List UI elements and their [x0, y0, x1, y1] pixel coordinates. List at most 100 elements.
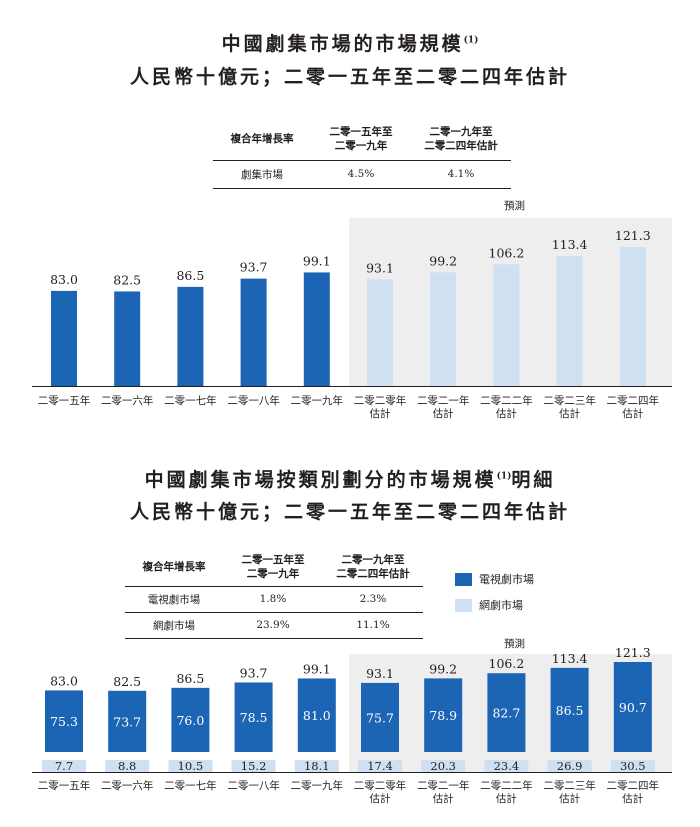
x-tick-label: 二零一八年: [227, 394, 280, 407]
data-label: 82.5: [113, 272, 141, 287]
chart1-cagr-table: 複合年增長率 二零一五年至 二零一九年 二零一九年至 二零二四年估計 劇集市場 …: [213, 118, 511, 189]
cagr-header-label: 複合年增長率: [230, 132, 294, 145]
legend-item-web: 網劇市場: [455, 597, 523, 613]
chart2-subtitle: 人民幣十億元；二零一五年至二零二四年估計: [129, 501, 570, 523]
data-label-tv: 78.9: [429, 708, 457, 723]
data-label-web: 26.9: [557, 759, 583, 773]
bar-web: [484, 760, 529, 772]
cagr-row-label: 網劇市場: [125, 611, 223, 639]
chart1-bar-chart: 預測 83.0 82.5 86.5 93.7 99.1 93.1 99.2 106.2 113.4…: [32, 199, 672, 420]
bar-web: [105, 760, 150, 772]
bar-tv: [487, 673, 526, 752]
bar: [177, 286, 204, 386]
chart2-stacked-bar-chart: 預測 7.7 75.3 83.0 8.8 73.7 82.5 10.5 76.0 86.5 15.2…: [32, 637, 672, 805]
bar: [114, 291, 141, 386]
data-label-web: 23.4: [494, 759, 520, 773]
data-label: 86.5: [176, 268, 204, 283]
bar-tv: [613, 662, 652, 752]
bar-tv: [108, 690, 147, 752]
data-label-tv: 75.3: [50, 714, 78, 729]
data-label-web: 17.4: [367, 759, 393, 773]
bar-web: [168, 760, 213, 772]
bar: [303, 272, 330, 386]
data-label-total: 82.5: [113, 674, 141, 689]
x-tick-label: 二零一六年: [101, 394, 154, 407]
x-tick-label: 二零一七年: [164, 779, 217, 792]
data-label-web: 7.7: [55, 759, 73, 773]
cagr-row-value-1: 23.9%: [223, 611, 323, 639]
x-tick-label: 二零二零年估計: [354, 394, 407, 420]
data-label: 83.0: [50, 272, 78, 287]
bar: [493, 264, 520, 386]
data-label: 99.2: [429, 253, 457, 268]
legend-label-web: 網劇市場: [479, 599, 523, 612]
legend-swatch-web: [455, 598, 472, 612]
x-tick-label: 二零一五年: [38, 394, 91, 407]
x-tick-label: 二零二三年估計: [543, 779, 596, 805]
data-label-web: 8.8: [118, 759, 136, 773]
x-tick-label: 二零二二年估計: [480, 394, 533, 420]
bar-web: [358, 760, 402, 772]
data-label-web: 15.2: [241, 759, 267, 773]
bar-tv: [424, 678, 463, 752]
cagr-header-label: 複合年增長率: [142, 560, 206, 573]
x-tick-label: 二零一九年: [291, 779, 344, 792]
bar-tv: [361, 682, 399, 752]
x-tick-label: 二零二一年估計: [417, 779, 470, 805]
bar: [51, 290, 77, 386]
data-label-tv: 90.7: [619, 700, 647, 715]
data-label-web: 20.3: [430, 759, 456, 773]
bar-tv: [234, 682, 273, 752]
bar-web: [294, 760, 339, 772]
data-label-total: 99.2: [429, 661, 457, 676]
cagr-row-label: 劇集市場: [213, 159, 311, 189]
x-tick-label: 二零一六年: [101, 779, 154, 792]
data-label-web: 30.5: [620, 759, 646, 773]
data-label-total: 99.1: [303, 661, 331, 676]
data-label-tv: 78.5: [240, 710, 268, 725]
cagr-row-value-2: 2.3%: [323, 585, 423, 612]
cagr-header-period-1: 二零一五年至 二零一九年: [329, 125, 393, 152]
cagr-row-value-1: 1.8%: [223, 585, 323, 612]
cagr-row-label: 電視劇市場: [125, 585, 223, 612]
data-label-tv: 73.7: [113, 714, 141, 729]
x-tick-label: 二零二四年估計: [607, 779, 660, 805]
chart1-subtitle: 人民幣十億元；二零一五年至二零二四年估計: [129, 66, 570, 88]
cagr-row-value-2: 11.1%: [323, 611, 423, 639]
data-label-total: 86.5: [176, 671, 204, 686]
x-tick-label: 二零二零年估計: [354, 779, 407, 805]
bar-web: [610, 760, 655, 772]
data-label-web: 10.5: [178, 759, 204, 773]
legend-swatch-tv: [455, 572, 472, 586]
x-tick-label: 二零一七年: [164, 394, 217, 407]
legend-item-tv: 電視劇市場: [455, 571, 534, 587]
data-label: 113.4: [552, 237, 588, 252]
bar: [430, 272, 457, 386]
bar: [367, 279, 393, 386]
bar-web: [42, 760, 86, 772]
data-label-total: 93.7: [240, 665, 268, 680]
bar-web: [547, 760, 592, 772]
chart2-cagr-table: 複合年增長率 二零一五年至 二零一九年 二零一九年至 二零二四年估計 電視劇市場…: [125, 548, 423, 639]
bar-tv: [550, 667, 589, 752]
cagr-row-value-1: 4.5%: [311, 159, 411, 189]
chart2-title: 中國劇集市場按類別劃分的市場規模(1)明細: [144, 469, 556, 491]
data-label-total: 113.4: [552, 651, 588, 666]
data-label-tv: 76.0: [176, 713, 204, 728]
cagr-header-period-2: 二零一九年至 二零二四年估計: [424, 125, 498, 152]
data-label: 93.1: [366, 260, 394, 275]
x-tick-label: 二零一九年: [291, 394, 344, 407]
data-label-tv: 86.5: [556, 703, 584, 718]
data-label-tv: 75.7: [366, 710, 394, 725]
bar-web: [421, 760, 466, 772]
bar: [556, 256, 583, 386]
data-label: 99.1: [303, 253, 331, 268]
bar-tv: [45, 690, 83, 752]
data-label-tv: 82.7: [492, 706, 520, 721]
bar: [240, 278, 267, 386]
data-label-total: 83.0: [50, 673, 78, 688]
bar-tv: [297, 678, 336, 752]
data-label: 121.3: [615, 228, 651, 243]
data-label: 93.7: [240, 260, 268, 275]
legend-label-tv: 電視劇市場: [479, 573, 534, 586]
